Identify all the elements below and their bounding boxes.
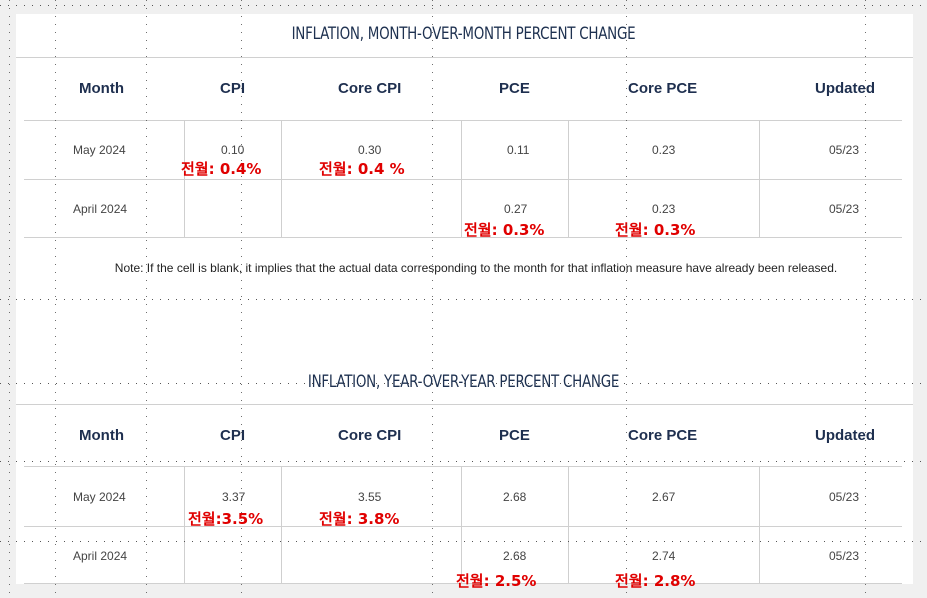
yoy-table-bottom <box>24 583 902 584</box>
yoy-col-divider <box>759 466 760 583</box>
mom-cell-updated: 05/23 <box>829 202 860 216</box>
mom-col-divider <box>281 120 282 237</box>
page-guide-line <box>0 5 927 6</box>
yoy-col-divider <box>568 466 569 583</box>
content-area <box>16 14 913 584</box>
mom-header-cpi: CPI <box>220 80 246 97</box>
yoy-col-divider <box>461 466 462 583</box>
yoy-header-cpi: CPI <box>220 427 246 444</box>
yoy-header-month: Month <box>79 427 124 444</box>
mom-cell-month: May 2024 <box>73 143 126 157</box>
mom-table-title: INFLATION, MONTH-OVER-MONTH PERCENT CHAN… <box>291 24 636 44</box>
mom-header-updated: Updated <box>815 80 875 97</box>
mom-cell-core-pce: 0.23 <box>652 202 676 216</box>
yoy-col-divider <box>281 466 282 583</box>
mom-header-core-pce: Core PCE <box>628 80 698 97</box>
mom-cell-core-pce: 0.23 <box>652 143 676 157</box>
yoy-cell-month: May 2024 <box>73 490 126 504</box>
mom-header-month: Month <box>79 80 124 97</box>
yoy-header-updated: Updated <box>815 427 875 444</box>
mom-header-pce: PCE <box>499 80 530 97</box>
yoy-header-core-pce: Core PCE <box>628 427 698 444</box>
yoy-annotation-april-core-pce: 전월: 2.8% <box>615 572 696 590</box>
yoy-annotation-april-pce: 전월: 2.5% <box>456 572 537 590</box>
yoy-cell-pce: 2.68 <box>503 549 527 563</box>
yoy-title-divider <box>16 404 913 405</box>
mom-row-divider <box>24 179 902 180</box>
mom-annotation-may-core-cpi: 전월: 0.4 % <box>319 160 405 178</box>
yoy-cell-month: April 2024 <box>73 549 128 563</box>
mom-annotation-april-core-pce: 전월: 0.3% <box>615 221 696 239</box>
page-guide-line <box>9 0 10 598</box>
yoy-col-divider <box>184 466 185 583</box>
mom-col-divider <box>759 120 760 237</box>
table-note: Note: If the cell is blank, it implies t… <box>114 261 838 275</box>
mom-col-divider <box>461 120 462 237</box>
yoy-cell-core-cpi: 3.55 <box>358 490 382 504</box>
yoy-cell-core-pce: 2.67 <box>652 490 676 504</box>
yoy-header-pce: PCE <box>499 427 530 444</box>
mom-cell-updated: 05/23 <box>829 143 860 157</box>
yoy-header-core-cpi: Core CPI <box>338 427 402 444</box>
mom-table-bottom <box>24 237 902 238</box>
yoy-cell-updated: 05/23 <box>829 490 860 504</box>
yoy-cell-pce: 2.68 <box>503 490 527 504</box>
mom-cell-core-cpi: 0.30 <box>358 143 382 157</box>
yoy-cell-updated: 05/23 <box>829 549 860 563</box>
mom-cell-pce: 0.27 <box>504 202 528 216</box>
yoy-annotation-may-core-cpi: 전월: 3.8% <box>319 510 400 528</box>
mom-cell-cpi: 0.10 <box>221 143 245 157</box>
mom-cell-pce: 0.11 <box>507 143 530 157</box>
mom-cell-month: April 2024 <box>73 202 128 216</box>
mom-annotation-april-pce: 전월: 0.3% <box>464 221 545 239</box>
yoy-cell-core-pce: 2.74 <box>652 549 676 563</box>
mom-header-core-cpi: Core CPI <box>338 80 402 97</box>
mom-title-divider <box>16 57 913 58</box>
yoy-row-divider <box>24 526 902 527</box>
yoy-header-divider <box>24 466 902 467</box>
mom-header-divider <box>24 120 902 121</box>
yoy-annotation-may-cpi: 전월:3.5% <box>188 510 264 528</box>
mom-annotation-may-cpi: 전월: 0.4% <box>181 160 262 178</box>
mom-col-divider <box>568 120 569 237</box>
yoy-cell-cpi: 3.37 <box>222 490 246 504</box>
yoy-table-title: INFLATION, YEAR-OVER-YEAR PERCENT CHANGE <box>307 372 620 392</box>
mom-col-divider <box>184 120 185 237</box>
